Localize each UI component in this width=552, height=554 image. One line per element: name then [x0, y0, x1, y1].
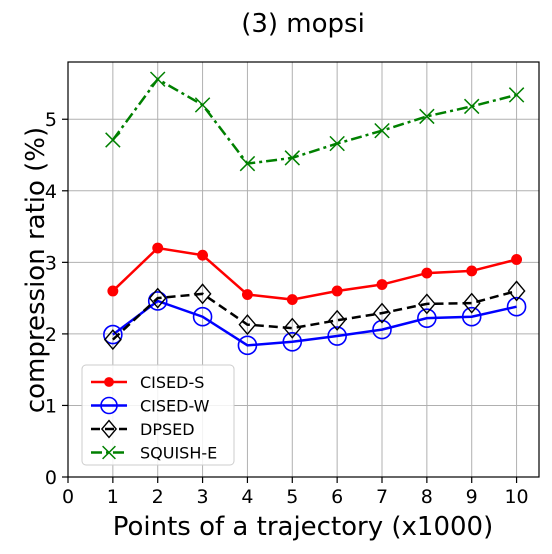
data-point — [152, 242, 164, 254]
data-point — [329, 135, 345, 152]
series-line — [111, 246, 517, 301]
y-axis-label: compression ratio (%) — [21, 127, 51, 413]
data-point — [331, 285, 343, 297]
y-tick-label: 4 — [45, 181, 57, 203]
series-cised-w — [103, 291, 527, 356]
data-point — [197, 249, 209, 261]
data-point — [461, 306, 482, 327]
data-point — [237, 335, 258, 356]
data-point — [327, 326, 347, 346]
x-axis-label: Points of a trajectory (x1000) — [113, 512, 494, 542]
data-point — [105, 132, 121, 148]
legend-item: SQUISH-E — [91, 444, 217, 463]
series-cised-s — [107, 242, 523, 306]
x-tick-label: 8 — [421, 486, 433, 508]
x-tick-label: 0 — [62, 486, 74, 508]
data-point — [241, 289, 253, 300]
x-tick-label: 4 — [241, 486, 253, 508]
series-group — [103, 71, 527, 356]
data-point — [148, 287, 167, 309]
data-point — [462, 292, 481, 314]
legend-item: DPSED — [91, 419, 195, 439]
data-point — [508, 87, 525, 103]
x-tick-label: 5 — [286, 486, 298, 508]
chart-title: (3) mopsi — [241, 9, 365, 39]
data-point — [419, 108, 435, 125]
legend: CISED-S CISED-W DPSED SQUISH-E — [81, 364, 235, 466]
legend-item: CISED-W — [91, 397, 210, 416]
data-point — [193, 283, 212, 305]
data-point — [103, 329, 122, 351]
data-point — [376, 279, 388, 290]
legend-item: CISED-S — [91, 373, 204, 392]
data-point — [284, 150, 301, 166]
data-point — [372, 319, 392, 340]
data-point — [238, 314, 257, 336]
plot-frame — [67, 61, 540, 478]
series-line — [112, 289, 517, 341]
y-tick-label: 2 — [45, 324, 57, 346]
data-point — [100, 396, 118, 415]
series-line — [111, 77, 517, 165]
x-tick-label: 6 — [331, 486, 343, 508]
data-point — [373, 302, 391, 324]
x-tick-label: 9 — [466, 486, 478, 508]
data-point — [104, 377, 114, 387]
data-point — [506, 296, 527, 317]
data-point — [194, 97, 211, 113]
legend-label: SQUISH-E — [140, 444, 217, 463]
data-point — [463, 98, 480, 115]
x-tick-label: 7 — [376, 486, 388, 508]
data-point — [374, 122, 390, 139]
axis-ticks: 0 1 2 3 4 5 6 7 8 9 10 0 1 2 3 4 5 — [45, 109, 529, 508]
series-line — [112, 299, 517, 347]
data-point — [417, 308, 437, 328]
data-point — [102, 445, 116, 460]
y-tick-label: 0 — [45, 467, 57, 489]
y-tick-label: 1 — [45, 395, 57, 417]
data-point — [417, 293, 436, 315]
y-tick-label: 5 — [45, 109, 57, 131]
x-tick-label: 2 — [152, 486, 164, 508]
x-tick-label: 3 — [197, 486, 209, 508]
data-point — [147, 291, 168, 311]
data-point — [511, 254, 523, 265]
data-point — [328, 309, 347, 331]
y-tick-label: 3 — [45, 252, 57, 274]
data-point — [149, 71, 166, 87]
x-tick-label: 1 — [107, 486, 119, 508]
data-point — [507, 280, 526, 302]
legend-label: CISED-S — [140, 373, 204, 392]
data-point — [466, 265, 478, 277]
data-point — [103, 324, 123, 345]
data-point — [239, 155, 256, 172]
data-point — [100, 419, 118, 439]
data-point — [107, 285, 119, 297]
series-squish-e — [105, 71, 525, 172]
legend-box — [81, 364, 235, 466]
series-dpsed — [103, 280, 526, 351]
data-point — [282, 331, 303, 352]
data-point — [192, 306, 213, 327]
legend-label: DPSED — [140, 420, 195, 439]
data-point — [283, 317, 302, 339]
data-point — [421, 267, 433, 279]
legend-label: CISED-W — [140, 397, 210, 416]
data-point — [286, 294, 298, 306]
x-tick-label: 10 — [504, 486, 528, 508]
